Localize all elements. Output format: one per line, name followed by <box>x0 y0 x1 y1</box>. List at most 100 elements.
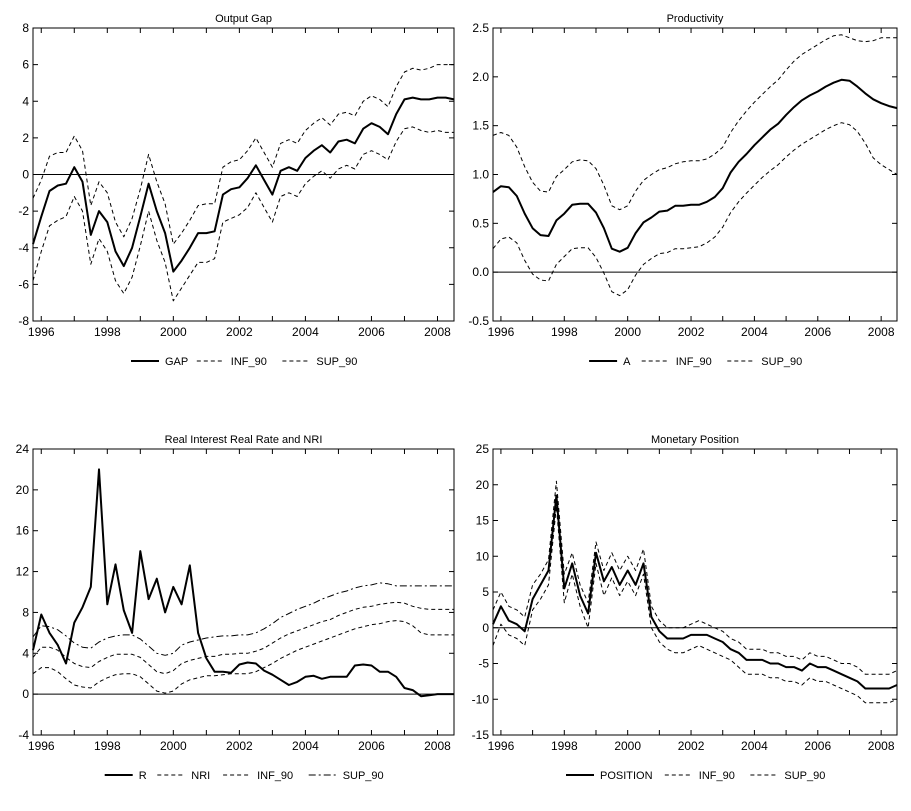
x-tick-label: 2008 <box>868 325 895 339</box>
legend: GAP INF_90 SUP_90 <box>131 356 357 368</box>
y-tick-label: 10 <box>476 549 490 563</box>
x-tick-label: 2002 <box>678 739 705 753</box>
x-tick-label: 2004 <box>292 325 319 339</box>
y-tick-label: 0 <box>22 168 29 182</box>
chart-panel-2: Productivity -0.5 0.0 0.5 1.0 1.5 2.0 2.5 1996 19… <box>468 13 898 368</box>
x-tick-label: 2004 <box>741 325 768 339</box>
y-tick-label: 0 <box>482 621 489 635</box>
y-tick-label: -8 <box>18 314 29 328</box>
y-tick-label: -4 <box>18 241 29 255</box>
x-tick-label: 2006 <box>358 739 385 753</box>
legend-label: POSITION <box>600 770 653 782</box>
y-tick-label: 2 <box>22 131 29 145</box>
legend-label: INF_90 <box>231 356 267 368</box>
x-tick-label: 1998 <box>551 739 578 753</box>
y-tick-label: 8 <box>22 605 29 619</box>
y-tick-label: 6 <box>22 58 29 72</box>
y-tick-label: -0.5 <box>468 314 489 328</box>
x-tick-label: 1996 <box>488 325 515 339</box>
chart-title: Real Interest Real Rate and NRI <box>165 434 323 446</box>
series-line-sup-90 <box>32 582 454 656</box>
x-tick-label: 1996 <box>28 325 55 339</box>
y-tick-label: -5 <box>478 657 489 671</box>
x-tick-label: 1998 <box>94 739 121 753</box>
y-tick-label: 25 <box>476 442 490 456</box>
chart-panel-4: Monetary Position -15 -10 -5 0 5 10 15 20 25 1996 1… <box>472 434 898 782</box>
x-tick-label: 2002 <box>678 325 705 339</box>
y-tick-label: 20 <box>16 483 30 497</box>
x-tick-label: 2000 <box>160 739 187 753</box>
legend-label: A <box>623 356 631 368</box>
series-line-sup-90 <box>32 64 454 245</box>
legend-label: R <box>139 770 147 782</box>
series-line-sup-90 <box>492 480 898 675</box>
y-tick-label: 2.5 <box>472 21 489 35</box>
series-line-gap <box>32 96 455 273</box>
x-tick-label: 2000 <box>614 739 641 753</box>
plot-frame <box>492 448 898 736</box>
y-tick-label: 5 <box>482 585 489 599</box>
y-tick-label: 16 <box>16 524 30 538</box>
y-tick-label: 1.0 <box>472 168 489 182</box>
x-tick-label: 2006 <box>804 325 831 339</box>
x-tick-label: 2004 <box>741 739 768 753</box>
legend-label: INF_90 <box>699 770 735 782</box>
x-tick-label: 2002 <box>226 325 253 339</box>
chart-panel-3: Real Interest Real Rate and NRI -4 0 4 8 12 16… <box>16 434 455 782</box>
y-tick-label: 12 <box>16 565 30 579</box>
y-tick-label: -15 <box>472 728 490 742</box>
x-tick-label: 1996 <box>28 739 55 753</box>
legend-label: SUP_90 <box>784 770 825 782</box>
chart-title: Output Gap <box>215 13 272 25</box>
plot-frame <box>32 27 455 322</box>
x-tick-label: 2004 <box>292 739 319 753</box>
chart-title: Productivity <box>667 13 724 25</box>
y-tick-label: 4 <box>22 646 29 660</box>
plot-frame <box>32 448 455 736</box>
x-tick-label: 2002 <box>226 739 253 753</box>
legend: R NRI INF_90 SUP_90 <box>104 770 384 782</box>
series-line-sup-90 <box>492 34 897 211</box>
x-tick-label: 1996 <box>488 739 515 753</box>
y-tick-label: -6 <box>18 277 29 291</box>
x-tick-label: 2008 <box>424 739 451 753</box>
series-line-position <box>492 494 898 690</box>
y-tick-label: 15 <box>476 514 490 528</box>
series-line-r <box>32 468 454 698</box>
x-tick-label: 1998 <box>94 325 121 339</box>
x-tick-label: 2006 <box>358 325 385 339</box>
y-tick-label: 0.0 <box>472 265 489 279</box>
chart-panel-1: Output Gap -8 -6 -4 -2 0 2 4 6 8 1996 1998 2000 2002 2… <box>18 13 455 368</box>
y-tick-label: 2.0 <box>472 70 489 84</box>
y-tick-label: 0.5 <box>472 216 489 230</box>
series-line-inf-90 <box>492 122 898 297</box>
y-tick-label: -10 <box>472 692 490 706</box>
y-tick-label: 24 <box>16 442 30 456</box>
legend-label: NRI <box>191 770 210 782</box>
x-tick-label: 1998 <box>551 325 578 339</box>
series-line-inf-90 <box>492 505 898 704</box>
x-tick-label: 2000 <box>614 325 641 339</box>
legend: POSITION INF_90 SUP_90 <box>566 770 825 782</box>
x-tick-label: 2000 <box>160 325 187 339</box>
series-line-inf-90 <box>32 126 454 302</box>
legend-label: INF_90 <box>257 770 293 782</box>
x-tick-label: 2008 <box>424 325 451 339</box>
legend: A INF_90 SUP_90 <box>589 356 802 368</box>
y-tick-label: 4 <box>22 94 29 108</box>
y-tick-label: 8 <box>22 21 29 35</box>
legend-label: INF_90 <box>676 356 712 368</box>
chart-title: Monetary Position <box>651 434 739 446</box>
legend-label: GAP <box>165 356 188 368</box>
series-line-a <box>492 78 898 253</box>
legend-label: SUP_90 <box>761 356 802 368</box>
y-tick-label: 1.5 <box>472 119 489 133</box>
y-tick-label: 20 <box>476 478 490 492</box>
x-tick-label: 2008 <box>868 739 895 753</box>
series-line-inf-90 <box>32 620 454 694</box>
legend-label: SUP_90 <box>343 770 384 782</box>
y-tick-label: 0 <box>22 687 29 701</box>
x-tick-label: 2006 <box>804 739 831 753</box>
y-tick-label: -4 <box>18 728 29 742</box>
